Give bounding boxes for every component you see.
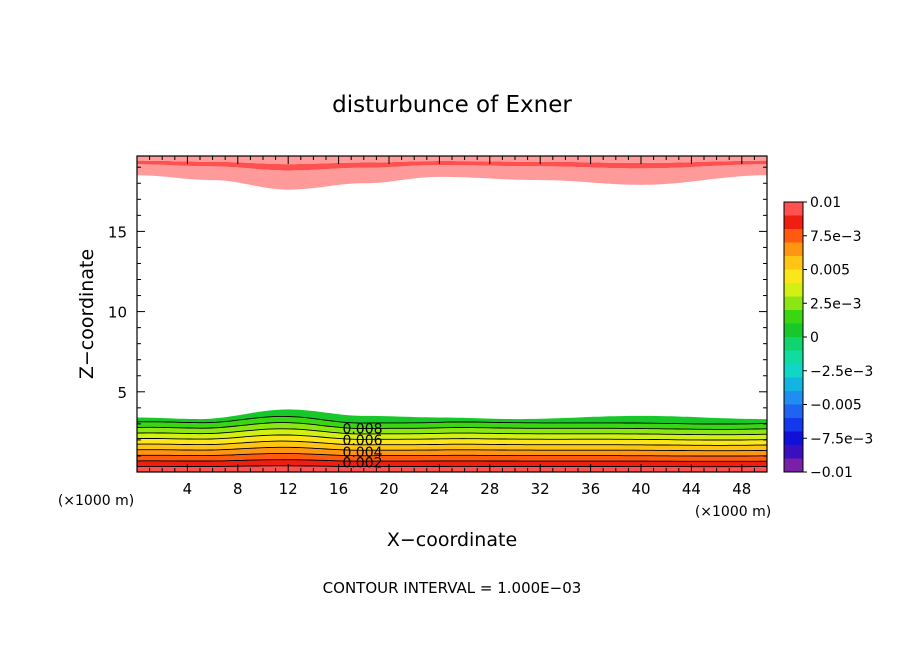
- x-tick-label: 44: [682, 480, 701, 498]
- contour-line: [137, 453, 767, 457]
- colorbar-tick-label: −2.5e−3: [810, 364, 873, 380]
- contour-line: [137, 415, 767, 425]
- colorbar-tick-label: 0: [810, 330, 819, 346]
- colorbar-swatch: [784, 296, 803, 310]
- y-axis: 5 10 15: [108, 166, 767, 457]
- colorbar-tick-label: 0.005: [810, 263, 850, 279]
- colorbar-swatch: [784, 269, 803, 283]
- contour-label: 0.004: [342, 445, 382, 461]
- colorbar-swatch: [784, 418, 803, 432]
- contour-interval-note: CONTOUR INTERVAL = 1.000E−03: [323, 579, 582, 597]
- contour-line: [137, 459, 767, 462]
- colorbar-swatch: [784, 337, 803, 351]
- colorbar-swatch: [784, 229, 803, 243]
- contour-line: [137, 440, 767, 446]
- contour-line: [137, 465, 767, 468]
- contour-label: 0.002: [342, 455, 382, 471]
- colorbar-swatch: [784, 310, 803, 324]
- contour-band-bottom: [137, 441, 767, 451]
- colorbar-swatch: [784, 431, 803, 445]
- colorbar-swatch: [784, 458, 803, 472]
- contour-line: [137, 434, 767, 441]
- x-unit-left: (×1000 m): [58, 493, 134, 509]
- colorbar-swatch: [784, 323, 803, 337]
- contour-band-bottom: [137, 422, 767, 435]
- x-tick-label: 24: [430, 480, 449, 498]
- colorbar-swatch: [784, 283, 803, 297]
- colorbar-swatch: [784, 364, 803, 378]
- x-tick-label: 16: [329, 480, 348, 498]
- x-tick-label: 40: [631, 480, 650, 498]
- contour-band-bottom: [137, 409, 767, 424]
- y-tick-label: 15: [108, 223, 127, 241]
- x-tick-label: 4: [183, 480, 193, 498]
- contour-band-top: [137, 156, 767, 165]
- x-tick-label: 36: [581, 480, 600, 498]
- x-axis-title: X−coordinate: [387, 529, 517, 551]
- x-axis: 4 8 12 16 20 24 28 32 36 40 44 48: [149, 156, 755, 498]
- contour-lines: [137, 415, 767, 468]
- contour-label: 0.008: [342, 422, 382, 438]
- colorbar-tick-label: 2.5e−3: [810, 296, 862, 312]
- colorbar-swatch: [784, 377, 803, 391]
- x-tick-label: 20: [379, 480, 398, 498]
- x-tick-label: 48: [732, 480, 751, 498]
- contour-line: [137, 446, 767, 452]
- contour-band-bottom: [137, 428, 767, 440]
- x-unit-right: (×1000 m): [695, 504, 771, 520]
- y-tick-label: 10: [108, 304, 127, 322]
- chart-title: disturbunce of Exner: [332, 92, 572, 118]
- colorbar-tick-label: 0.01: [810, 195, 841, 211]
- contour-fill: [137, 156, 767, 472]
- colorbar-swatch: [784, 202, 803, 216]
- colorbar-tick-label: 7.5e−3: [810, 229, 862, 245]
- colorbar-tick-label: −0.01: [810, 465, 853, 481]
- contour-band-bottom: [137, 416, 767, 430]
- colorbar-swatch: [784, 404, 803, 418]
- x-tick-label: 12: [279, 480, 298, 498]
- colorbar: 0.01 7.5e−3 0.005 2.5e−3 0 −2.5e−3 −0.005 −7.5e…: [783, 195, 873, 481]
- contour-line: [137, 428, 767, 436]
- contour-band-bottom: [137, 434, 767, 446]
- contour-label: 0.006: [342, 433, 382, 449]
- colorbar-swatch: [784, 391, 803, 405]
- contour-band-top: [137, 164, 767, 190]
- y-tick-label: 5: [117, 384, 127, 402]
- contour-band-top: [137, 160, 767, 171]
- colorbar-swatch: [784, 350, 803, 364]
- colorbar-swatch: [784, 215, 803, 229]
- colorbar-tick-label: −7.5e−3: [810, 431, 873, 447]
- colorbar-swatch: [784, 445, 803, 459]
- colorbar-swatch: [784, 256, 803, 270]
- x-tick-label: 28: [480, 480, 499, 498]
- contour-line: [137, 422, 767, 430]
- contour-band-bottom: [137, 447, 767, 456]
- colorbar-tick-label: −0.005: [810, 398, 862, 414]
- x-tick-label: 8: [233, 480, 243, 498]
- x-tick-label: 32: [531, 480, 550, 498]
- y-axis-title: Z−coordinate: [76, 249, 98, 379]
- colorbar-swatch: [784, 242, 803, 256]
